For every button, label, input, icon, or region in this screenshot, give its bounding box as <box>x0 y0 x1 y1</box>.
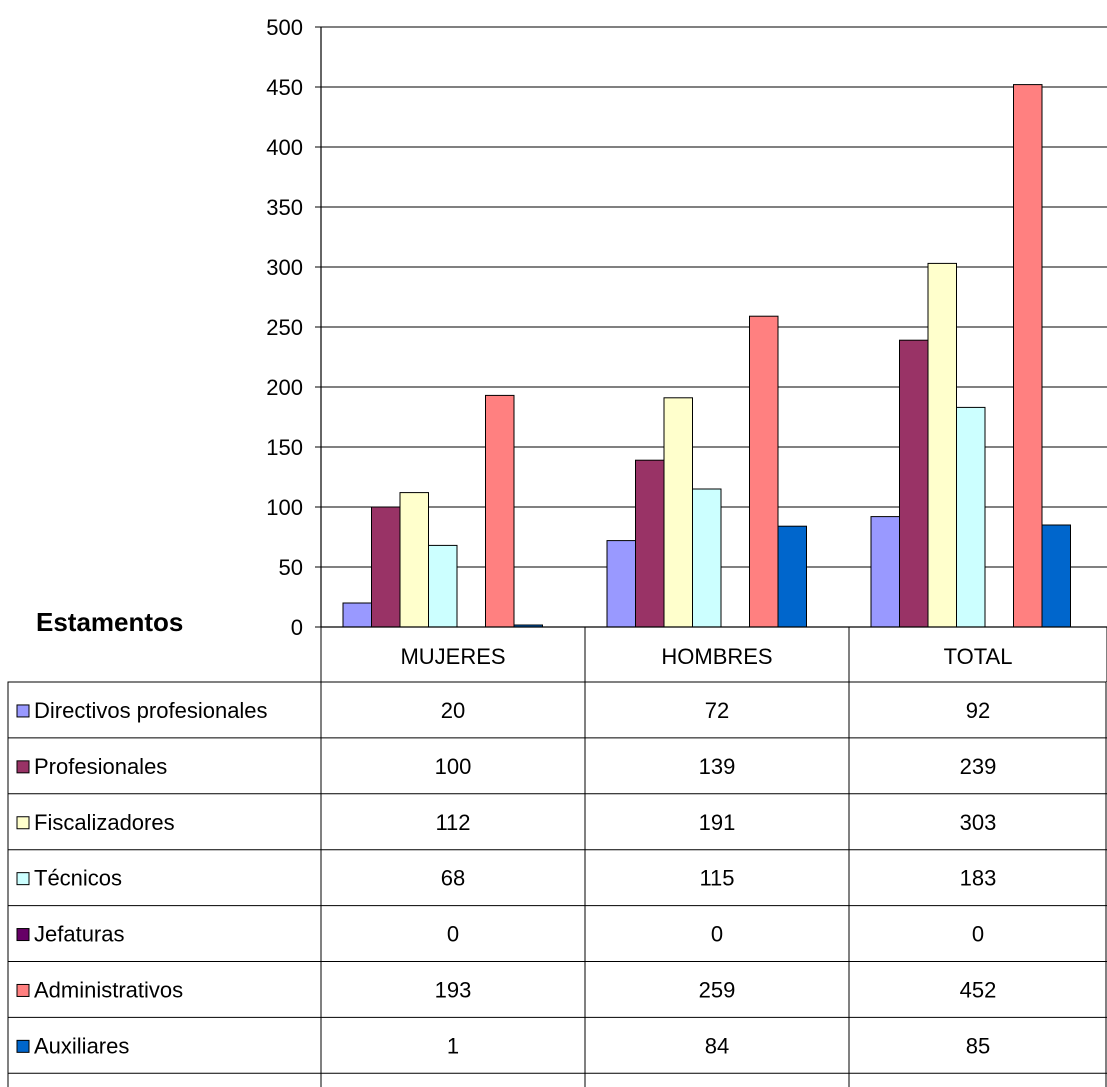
legend-swatch <box>16 872 30 886</box>
chart-title: Estamentos <box>36 607 183 637</box>
table-cell: 72 <box>705 698 729 723</box>
bar <box>956 406 986 628</box>
y-tick-label: 0 <box>291 615 303 640</box>
bar <box>342 602 372 628</box>
bar <box>485 394 515 628</box>
bar <box>371 506 401 628</box>
category-label: MUJERES <box>400 644 505 669</box>
legend-swatch <box>16 928 30 942</box>
legend-label: Directivos profesionales <box>34 698 268 723</box>
category-label: TOTAL <box>944 644 1013 669</box>
y-tick-label: 150 <box>266 435 303 460</box>
table-cell: 191 <box>699 810 736 835</box>
table-cell: 193 <box>435 977 472 1002</box>
bar <box>428 544 458 628</box>
bar <box>870 516 900 628</box>
y-tick-label: 250 <box>266 315 303 340</box>
table-cell: 68 <box>441 866 465 891</box>
legend-label: Jefaturas <box>34 922 125 947</box>
bar <box>777 525 807 628</box>
legend-label: Administrativos <box>34 977 183 1002</box>
y-tick-label: 500 <box>266 15 303 40</box>
bar <box>899 339 929 628</box>
legend-label: Fiscalizadores <box>34 810 175 835</box>
table-cell: 1 <box>447 1033 459 1058</box>
table-cell: 303 <box>960 810 997 835</box>
table-cell: 85 <box>966 1033 990 1058</box>
y-tick-label: 300 <box>266 255 303 280</box>
table-cell: 139 <box>699 754 736 779</box>
data-table-frame <box>7 681 1107 1087</box>
legend-swatch <box>16 816 30 830</box>
y-tick-label: 100 <box>266 495 303 520</box>
bar <box>1041 524 1071 628</box>
table-cell: 239 <box>960 754 997 779</box>
table-cell: 259 <box>699 977 736 1002</box>
table-cell: 100 <box>435 754 472 779</box>
legend-label: Profesionales <box>34 754 167 779</box>
legend-label: Técnicos <box>34 866 122 891</box>
bar <box>399 492 429 628</box>
bar <box>1013 84 1043 628</box>
table-cell: 0 <box>711 922 723 947</box>
table-cell: 92 <box>966 698 990 723</box>
table-cell: 0 <box>972 922 984 947</box>
table-cell: 20 <box>441 698 465 723</box>
bar <box>663 397 693 628</box>
legend-swatch <box>16 760 30 774</box>
y-tick-label: 400 <box>266 135 303 160</box>
legend-swatch <box>16 983 30 997</box>
table-cell: 452 <box>960 977 997 1002</box>
y-tick-label: 450 <box>266 75 303 100</box>
bar <box>749 315 779 628</box>
legend-label: Auxiliares <box>34 1033 129 1058</box>
bar <box>635 459 665 628</box>
table-cell: 183 <box>960 866 997 891</box>
bar <box>606 540 636 628</box>
table-cell: 0 <box>447 922 459 947</box>
bar <box>927 262 957 628</box>
category-label: HOMBRES <box>661 644 772 669</box>
table-cell: 115 <box>699 866 734 891</box>
table-cell: 84 <box>705 1033 729 1058</box>
y-tick-label: 200 <box>266 375 303 400</box>
bar <box>692 488 722 628</box>
legend-swatch <box>16 1039 30 1053</box>
legend-swatch <box>16 704 30 718</box>
table-cell: 112 <box>435 810 470 835</box>
y-tick-label: 50 <box>279 555 303 580</box>
y-tick-label: 350 <box>266 195 303 220</box>
